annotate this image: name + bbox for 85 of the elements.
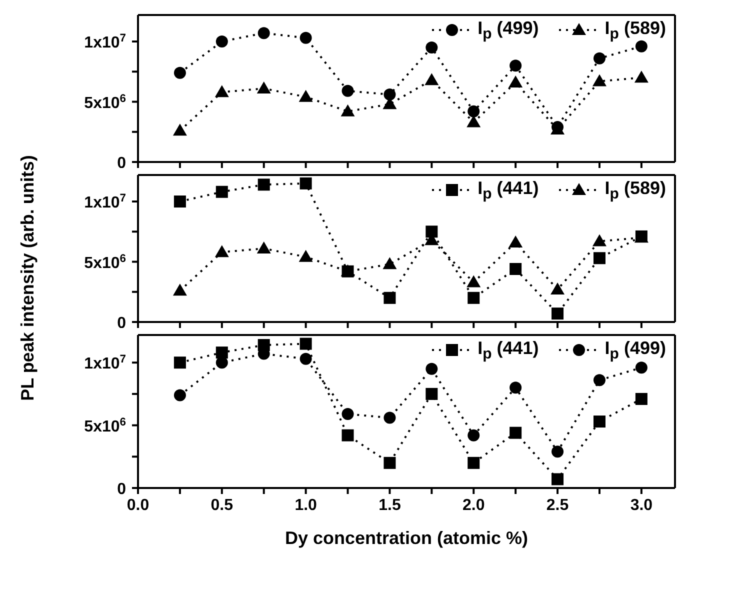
point <box>593 52 606 64</box>
legend-label: I$_{p}$ (441) <box>478 338 539 363</box>
y-tick-label: 0 <box>117 315 126 332</box>
point <box>550 282 565 294</box>
point <box>468 456 480 469</box>
point <box>384 292 396 304</box>
point <box>468 292 480 304</box>
point <box>174 389 186 402</box>
point <box>466 115 481 128</box>
point <box>552 308 564 320</box>
point <box>510 60 522 72</box>
point <box>258 178 270 191</box>
point <box>172 124 187 136</box>
point <box>468 105 480 118</box>
point <box>342 429 354 442</box>
y-tick-label: 0 <box>117 155 126 172</box>
point <box>468 429 480 442</box>
y-tick-label: 5x10$^{6}$ <box>84 416 126 436</box>
point <box>256 242 271 254</box>
point <box>174 356 186 369</box>
point <box>552 446 564 458</box>
point <box>216 186 228 198</box>
point <box>384 412 396 424</box>
point <box>214 245 229 258</box>
point <box>426 388 438 400</box>
point <box>593 252 606 264</box>
y-axis-title: PL peak intensity (arb. units) <box>18 155 38 401</box>
point <box>510 262 522 275</box>
point <box>172 284 187 296</box>
point <box>342 84 354 97</box>
point <box>214 85 229 98</box>
legend-label: I$_{p}$ (589) <box>604 178 666 203</box>
point <box>216 36 228 48</box>
point <box>466 275 481 288</box>
x-tick-label: 1.5 <box>378 497 401 514</box>
point <box>342 408 354 420</box>
legend-label: I$_{p}$ (589) <box>604 18 666 43</box>
point <box>258 27 270 40</box>
point <box>216 346 228 359</box>
y-tick-label: 1x10$^{7}$ <box>84 32 126 52</box>
point <box>300 177 312 190</box>
point <box>510 382 522 394</box>
y-tick-label: 0 <box>117 481 126 498</box>
point <box>174 196 186 208</box>
point <box>256 82 271 94</box>
point <box>300 338 312 350</box>
y-tick-label: 5x10$^{6}$ <box>84 252 126 272</box>
point <box>593 416 606 428</box>
point <box>552 473 564 486</box>
point <box>384 88 396 101</box>
point <box>426 362 438 375</box>
point <box>593 374 606 386</box>
point <box>384 456 396 469</box>
point <box>340 104 355 116</box>
y-tick-label: 5x10$^{6}$ <box>84 92 126 112</box>
point <box>635 392 648 405</box>
point <box>298 250 313 262</box>
x-axis-title: Dy concentration (atomic %) <box>284 528 528 548</box>
y-tick-label: 1x10$^{7}$ <box>84 192 126 212</box>
point <box>300 352 312 365</box>
point <box>424 73 439 86</box>
point <box>174 66 186 79</box>
x-tick-label: 2.5 <box>546 497 569 514</box>
x-tick-label: 0.0 <box>126 497 150 514</box>
point <box>426 226 438 238</box>
x-tick-label: 2.0 <box>462 497 485 514</box>
x-tick-label: 1.0 <box>294 497 318 514</box>
point <box>426 42 438 54</box>
legend-label: I$_{p}$ (499) <box>604 338 666 363</box>
x-tick-label: 0.5 <box>210 497 234 514</box>
point <box>298 90 313 102</box>
point <box>634 70 648 83</box>
point <box>592 234 606 246</box>
legend-label: I$_{p}$ (499) <box>478 18 539 43</box>
y-tick-label: 1x10$^{7}$ <box>84 354 126 373</box>
point <box>635 40 648 52</box>
point <box>635 362 648 374</box>
point <box>508 75 523 88</box>
point <box>592 74 606 86</box>
legend-label: I$_{p}$ (441) <box>478 178 539 203</box>
x-tick-label: 3.0 <box>630 497 653 514</box>
point <box>510 426 522 439</box>
point <box>508 235 523 248</box>
point <box>382 257 397 270</box>
point <box>300 32 312 44</box>
